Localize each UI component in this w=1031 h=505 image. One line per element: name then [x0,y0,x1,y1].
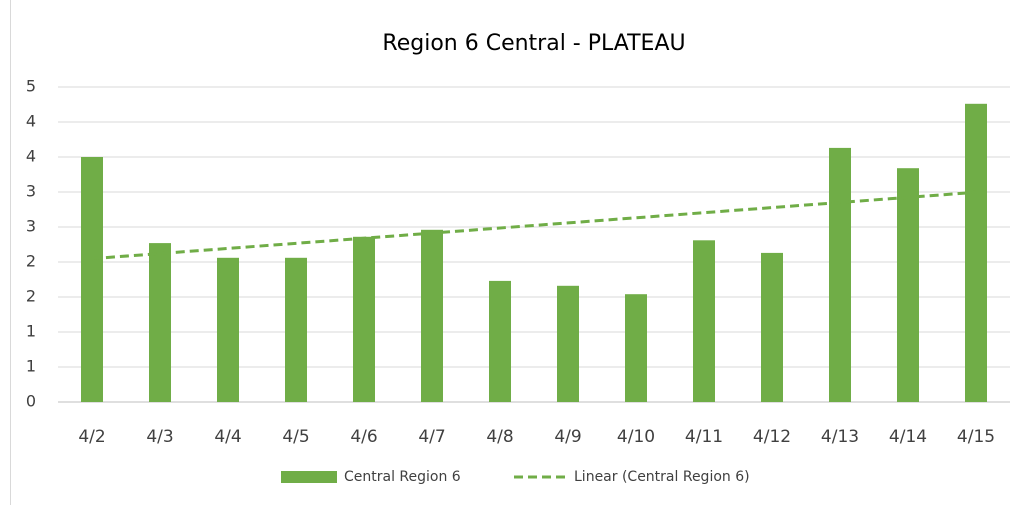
x-tick-label: 4/3 [146,427,173,447]
y-tick-label: 1 [26,357,36,376]
y-tick-label: 0 [26,392,36,411]
bar [81,157,103,402]
x-tick-label: 4/11 [685,427,723,447]
x-tick-label: 4/12 [753,427,791,447]
y-tick-label: 2 [26,287,36,306]
x-tick-label: 4/6 [350,427,377,447]
x-tick-label: 4/14 [889,427,927,447]
trendline [91,190,977,261]
bar [829,147,851,402]
x-tick-label: 4/4 [214,427,241,447]
y-tick-label: 4 [26,147,36,166]
bar [285,257,307,402]
y-tick-label: 3 [26,182,36,201]
bar [761,252,783,402]
legend-label: Central Region 6 [344,469,461,485]
x-tick-label: 4/9 [554,427,581,447]
x-tick-label: 4/15 [957,427,995,447]
legend-label: Linear (Central Region 6) [574,469,750,485]
y-tick-label: 1 [26,322,36,341]
legend-swatch [281,471,337,483]
bar [217,257,239,402]
bar [897,168,919,402]
y-tick-label: 3 [26,217,36,236]
chart-title: Region 6 Central - PLATEAU [382,31,685,56]
bar [625,294,647,402]
bar [965,103,987,403]
x-tick-label: 4/13 [821,427,859,447]
bar [693,240,715,402]
bar [421,229,443,402]
bar [149,243,171,402]
x-tick-label: 4/7 [418,427,445,447]
bar [353,236,375,402]
x-tick-label: 4/10 [617,427,655,447]
x-tick-label: 4/5 [282,427,309,447]
bar [557,285,579,402]
y-tick-label: 5 [26,77,36,96]
x-tick-label: 4/8 [486,427,513,447]
bar [489,280,511,402]
y-tick-label: 4 [26,112,36,131]
x-tick-label: 4/2 [78,427,105,447]
y-tick-label: 2 [26,252,36,271]
